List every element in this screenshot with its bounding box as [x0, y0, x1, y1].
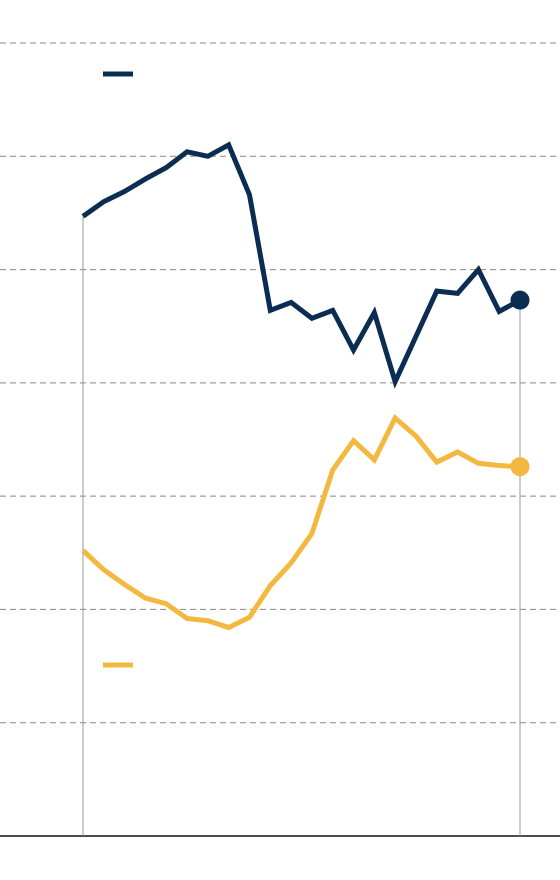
end-point [510, 457, 530, 477]
series-line [81, 141, 522, 389]
end-point [510, 290, 530, 310]
series-line [81, 413, 521, 631]
